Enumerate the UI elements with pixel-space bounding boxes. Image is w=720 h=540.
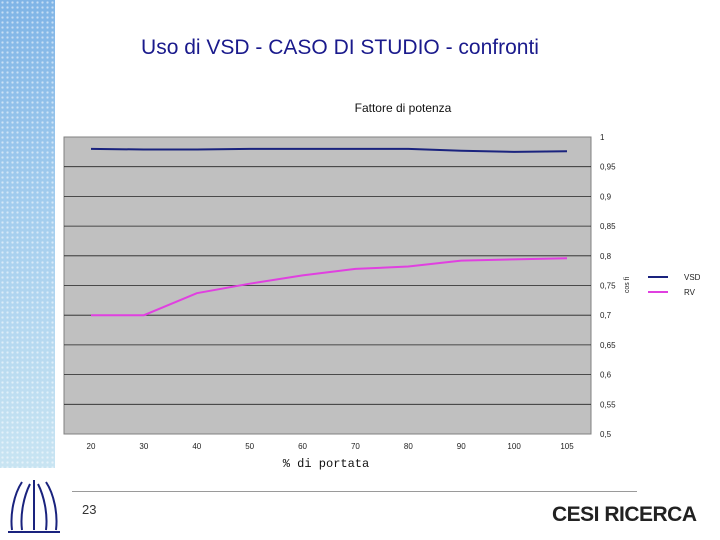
x-tick-label: 70 [351, 442, 360, 451]
y-tick-label: 0,5 [600, 430, 612, 439]
x-tick-labels: 20 30 40 50 60 70 80 90 100 105 [87, 442, 575, 451]
slide-title: Uso di VSD - CASO DI STUDIO - confronti [141, 36, 539, 59]
x-tick-label: 90 [457, 442, 466, 451]
gridlines [64, 166, 591, 405]
company-logo-icon [8, 480, 60, 533]
legend-label: VSD [684, 273, 701, 282]
x-tick-label: 30 [139, 442, 148, 451]
x-tick-label: 50 [245, 442, 254, 451]
series-line-rv [91, 257, 568, 317]
x-tick-label: 60 [298, 442, 307, 451]
x-tick-label: 105 [560, 442, 574, 451]
decorative-side-strip [0, 0, 55, 468]
y-axis-label: cos fi [624, 276, 631, 293]
footer-divider [72, 491, 637, 492]
page-number: 23 [82, 502, 97, 517]
x-tick-label: 80 [404, 442, 413, 451]
y-tick-labels: 1 0,95 0,9 0,85 0,8 0,75 0,7 0,65 0,6 0,55 0,5 [600, 133, 616, 439]
y-tick-label: 0,7 [600, 311, 612, 320]
y-tick-label: 0,85 [600, 222, 616, 231]
chart-svg: 1 0,95 0,9 0,85 0,8 0,75 0,7 0,65 0,6 0,55 0,5 20 3… [63, 133, 713, 471]
legend: VSD RV [643, 265, 713, 301]
brand-name: CESI RICERCA [552, 503, 697, 526]
y-tick-label: 0,6 [600, 371, 612, 380]
series-lines [90, 147, 568, 317]
series-line-vsd [90, 147, 568, 153]
y-tick-label: 0,75 [600, 282, 616, 291]
y-tick-label: 0,65 [600, 341, 616, 350]
y-tick-label: 0,9 [600, 192, 612, 201]
y-tick-label: 0,95 [600, 163, 616, 172]
x-tick-label: 100 [507, 442, 521, 451]
x-axis-label: % di portata [283, 457, 369, 471]
x-tick-label: 20 [87, 442, 96, 451]
y-tick-label: 1 [600, 133, 605, 142]
y-tick-label: 0,55 [600, 400, 616, 409]
x-tick-label: 40 [192, 442, 201, 451]
legend-label: RV [684, 288, 696, 297]
chart-title: Fattore di potenza [354, 101, 452, 115]
y-tick-label: 0,8 [600, 252, 612, 261]
legend-box [643, 265, 713, 301]
